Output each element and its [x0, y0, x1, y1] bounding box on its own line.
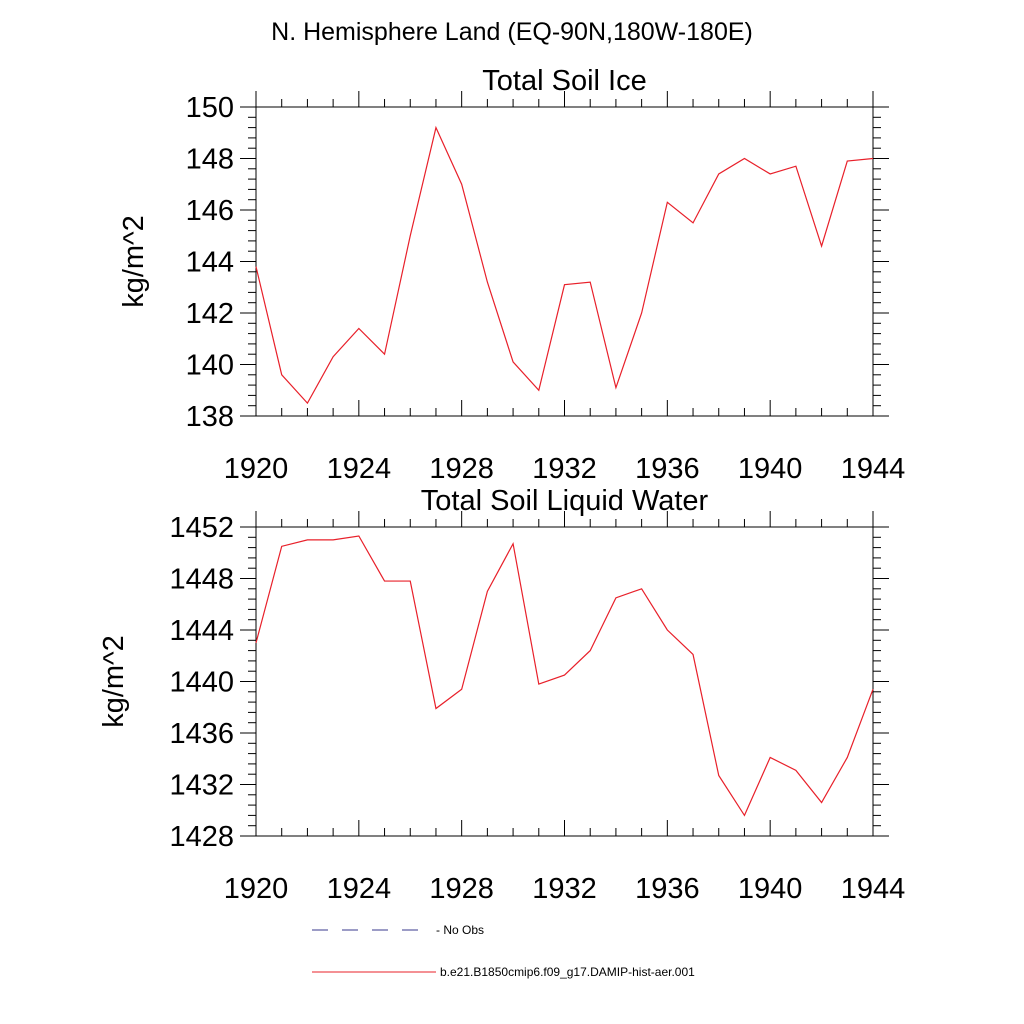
legend-label: b.e21.B1850cmip6.f09_g17.DAMIP-hist-aer.…	[440, 965, 695, 979]
y-tick-label: 1428	[169, 821, 234, 853]
x-tick-label: 1924	[327, 873, 392, 905]
x-tick-label: 1928	[429, 873, 494, 905]
x-tick-label: 1944	[841, 873, 906, 905]
y-tick-label: 138	[186, 401, 234, 433]
x-tick-label: 1932	[532, 873, 597, 905]
series-line	[255, 535, 874, 817]
figure-suptitle: N. Hemisphere Land (EQ-90N,180W-180E)	[271, 18, 753, 46]
y-tick-label: 1444	[169, 615, 234, 647]
y-tick-label: 1448	[169, 564, 234, 596]
y-axis-label: kg/m^2	[118, 215, 150, 308]
plot-frame	[255, 526, 874, 837]
plot-frame	[255, 106, 874, 417]
x-tick-label: 1940	[738, 873, 803, 905]
series-line	[255, 125, 874, 405]
x-tick-label: 1944	[841, 453, 906, 485]
y-tick-label: 140	[186, 350, 234, 382]
x-tick-label: 1920	[224, 453, 289, 485]
y-tick-label: 150	[186, 92, 234, 124]
x-tick-label: 1924	[327, 453, 392, 485]
x-tick-label: 1936	[635, 453, 700, 485]
x-tick-label: 1936	[635, 873, 700, 905]
y-tick-label: 1452	[169, 512, 234, 544]
y-tick-label: 148	[186, 144, 234, 176]
legend: - No Obs b.e21.B1850cmip6.f09_g17.DAMIP-h…	[312, 923, 695, 979]
x-tick-label: 1920	[224, 873, 289, 905]
y-tick-label: 1436	[169, 718, 234, 750]
y-tick-label: 1432	[169, 770, 234, 802]
x-tick-label: 1940	[738, 453, 803, 485]
legend-item: - No Obs	[312, 923, 484, 937]
x-tick-label: 1928	[429, 453, 494, 485]
y-tick-label: 144	[186, 247, 234, 279]
legend-label: - No Obs	[436, 923, 484, 937]
y-axis-label: kg/m^2	[98, 635, 130, 728]
y-tick-label: 142	[186, 298, 234, 330]
legend-item: b.e21.B1850cmip6.f09_g17.DAMIP-hist-aer.…	[312, 965, 695, 979]
y-tick-label: 146	[186, 195, 234, 227]
x-tick-label: 1932	[532, 453, 597, 485]
y-tick-label: 1440	[169, 667, 234, 699]
